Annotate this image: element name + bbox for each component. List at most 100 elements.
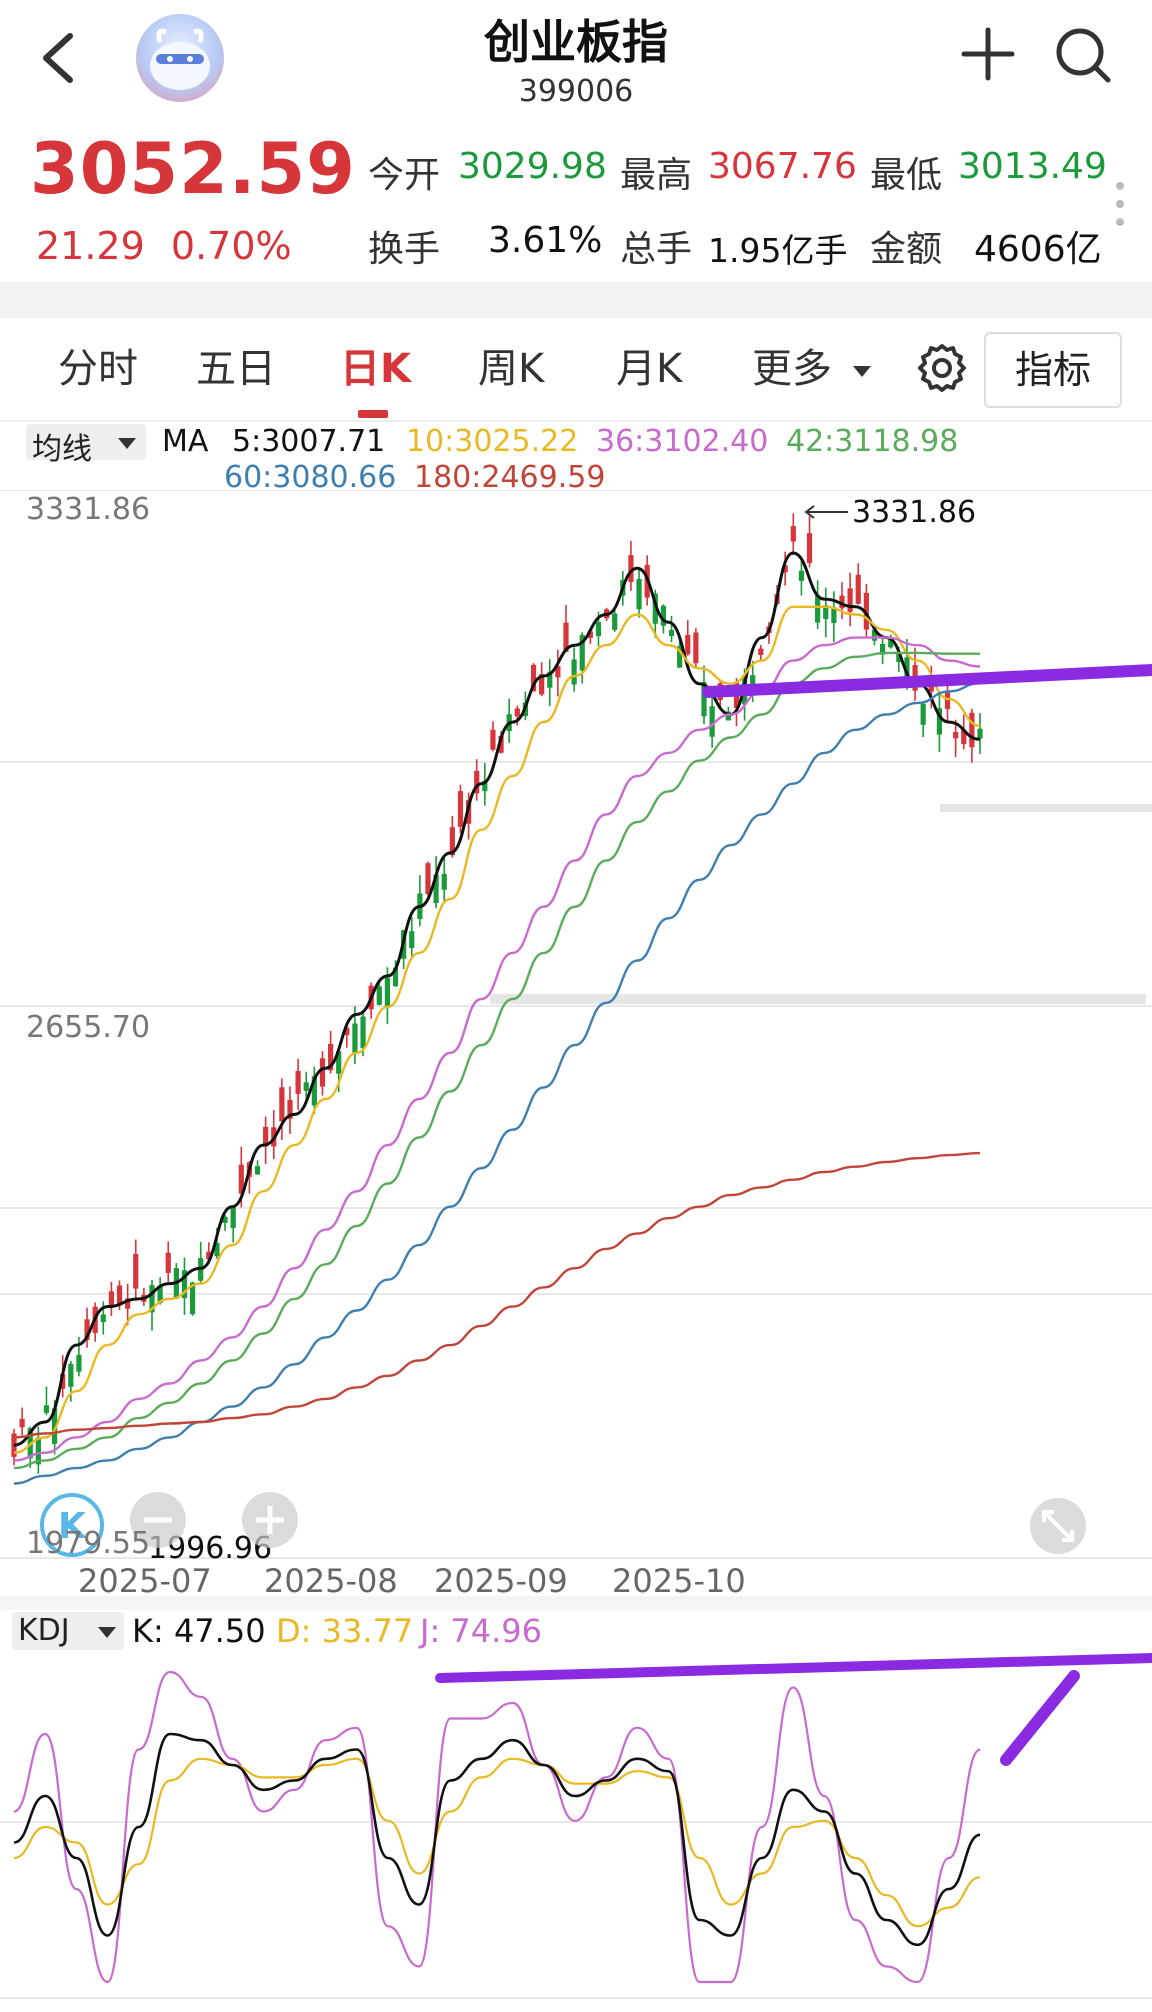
candle-body bbox=[888, 637, 894, 648]
candle-body bbox=[571, 659, 577, 685]
x-axis-label: 2025-07 bbox=[78, 1562, 212, 1600]
svg-text:K: K bbox=[58, 1506, 87, 1547]
tab-daily-k[interactable]: 日K bbox=[340, 346, 411, 392]
kdj-chart[interactable] bbox=[0, 1652, 1152, 2002]
change-percent: 0.70% bbox=[170, 224, 292, 268]
candle-body bbox=[530, 664, 537, 692]
indicator-button[interactable]: 指标 bbox=[984, 332, 1122, 408]
ma10-value: 10:3025.22 bbox=[406, 424, 579, 459]
candle-body bbox=[344, 1027, 350, 1035]
candle-body bbox=[855, 574, 861, 604]
zoom-out-icon[interactable] bbox=[130, 1492, 186, 1548]
candle-body bbox=[149, 1285, 155, 1313]
kdj-k-value: K: 47.50 bbox=[132, 1612, 266, 1650]
fullscreen-icon[interactable] bbox=[1030, 1498, 1086, 1554]
moving-average-lines bbox=[13, 551, 981, 1485]
tab-five-day[interactable]: 五日 bbox=[196, 346, 276, 392]
k-logo-icon[interactable]: K bbox=[40, 1493, 104, 1557]
candle-body bbox=[319, 1058, 326, 1087]
ma-selector[interactable]: 均线 bbox=[26, 424, 146, 467]
candle-body bbox=[311, 1076, 317, 1106]
section-divider bbox=[0, 1596, 1152, 1610]
tab-more[interactable]: 更多 bbox=[752, 336, 873, 394]
candle-body bbox=[685, 634, 691, 655]
candle-body bbox=[51, 1408, 58, 1444]
candle-body bbox=[181, 1270, 188, 1299]
x-axis-label: 2025-08 bbox=[264, 1562, 398, 1600]
kline-chart[interactable]: 3331.86 1996.96 K bbox=[0, 490, 1152, 1560]
candle-body bbox=[514, 708, 520, 717]
candle-body bbox=[953, 732, 959, 739]
price-change: 21.29 0.70% bbox=[36, 224, 292, 268]
period-high-label: 3331.86 bbox=[852, 495, 976, 530]
candle-body bbox=[295, 1070, 301, 1094]
kdj-annotation-line bbox=[435, 1653, 1152, 1683]
search-icon[interactable] bbox=[1052, 24, 1114, 86]
candle-body bbox=[896, 653, 902, 663]
tab-weekly-k[interactable]: 周K bbox=[478, 346, 545, 392]
y-axis-min-label: 1979.55 bbox=[26, 1526, 151, 1561]
ma-line-ma180 bbox=[13, 1151, 981, 1439]
candle-body bbox=[474, 770, 480, 794]
candle-body bbox=[68, 1363, 74, 1387]
candle-body bbox=[595, 622, 602, 637]
candle-body bbox=[660, 605, 667, 626]
candle-body bbox=[652, 593, 658, 624]
candle-body bbox=[214, 1242, 220, 1257]
ma-selector-label: 均线 bbox=[32, 432, 92, 467]
candle-body bbox=[457, 791, 464, 827]
tab-intraday[interactable]: 分时 bbox=[58, 346, 138, 392]
open-value: 3029.98 bbox=[458, 146, 607, 187]
turnover-label: 换手 bbox=[368, 229, 441, 270]
more-dots-icon[interactable] bbox=[1114, 180, 1126, 230]
candle-body bbox=[498, 735, 504, 753]
candle-body bbox=[587, 631, 593, 638]
settings-gear-icon[interactable] bbox=[914, 340, 970, 396]
amount-label: 金额 bbox=[870, 229, 943, 270]
candle-body bbox=[701, 682, 707, 717]
candle-body bbox=[409, 931, 415, 949]
candle-body bbox=[279, 1087, 285, 1122]
candle-body bbox=[920, 703, 926, 725]
kdj-selector[interactable]: KDJ bbox=[12, 1612, 124, 1650]
tab-monthly-k[interactable]: 月K bbox=[616, 346, 683, 392]
price-band bbox=[490, 994, 1146, 1004]
ma42-value: 42:3118.98 bbox=[786, 424, 959, 459]
candle-body bbox=[206, 1251, 212, 1260]
ma-line-ma36 bbox=[13, 636, 981, 1462]
open-label: 今开 bbox=[368, 155, 441, 196]
candle-body bbox=[43, 1405, 50, 1413]
high-label: 最高 bbox=[620, 155, 693, 196]
ma-line-ma10 bbox=[13, 605, 981, 1454]
kdj-line-k bbox=[13, 1732, 981, 1947]
y-axis-mid-label: 2655.70 bbox=[26, 1010, 151, 1045]
candle-body bbox=[19, 1418, 25, 1428]
kdj-j-value: J: 74.96 bbox=[420, 1612, 542, 1650]
candle-body bbox=[254, 1166, 261, 1175]
low-label: 最低 bbox=[870, 155, 943, 196]
kdj-d-value: D: 33.77 bbox=[276, 1612, 414, 1650]
add-watchlist-icon[interactable] bbox=[958, 24, 1018, 84]
candle-body bbox=[287, 1099, 293, 1119]
x-axis-label: 2025-10 bbox=[612, 1562, 746, 1600]
kdj-selector-label: KDJ bbox=[18, 1613, 70, 1648]
kdj-annotation-arrow bbox=[1000, 1670, 1080, 1766]
candle-body bbox=[879, 643, 886, 655]
zoom-in-icon[interactable] bbox=[242, 1492, 298, 1548]
volume-value: 1.95亿手 bbox=[708, 231, 848, 270]
stock-code: 399006 bbox=[518, 74, 634, 109]
candle-body bbox=[425, 863, 431, 895]
active-tab-indicator bbox=[358, 410, 388, 418]
candle-body bbox=[157, 1285, 163, 1303]
candle-body bbox=[782, 565, 788, 573]
section-divider bbox=[0, 282, 1152, 318]
candle-body bbox=[76, 1354, 82, 1372]
candle-body bbox=[433, 874, 439, 904]
dropdown-caret-icon bbox=[852, 366, 871, 377]
candle-body bbox=[60, 1374, 66, 1389]
candle-body bbox=[303, 1082, 309, 1091]
candle-body bbox=[815, 595, 821, 623]
back-arrow-icon[interactable] bbox=[30, 28, 90, 88]
candle-body bbox=[392, 967, 399, 987]
avatar[interactable] bbox=[136, 14, 224, 102]
